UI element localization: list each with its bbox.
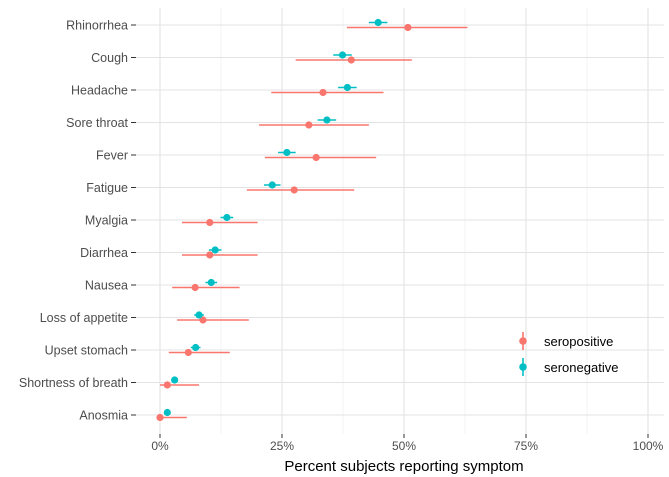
grid-lines <box>136 8 664 434</box>
seronegative-point <box>192 343 200 352</box>
seropositive-point <box>290 186 298 194</box>
seropositive-point <box>206 251 214 259</box>
legend: seropositive seronegative <box>519 332 618 376</box>
x-tick-label: 0% <box>151 439 169 453</box>
seropositive-point <box>206 218 214 227</box>
x-tick-label: 25% <box>270 439 294 453</box>
category-label: Anosmia <box>79 409 128 423</box>
x-tick-label: 100% <box>633 439 664 453</box>
legend-item-seropositive: seropositive <box>519 332 613 350</box>
seropositive-point <box>312 153 320 162</box>
category-label: Fatigue <box>86 181 128 195</box>
category-label: Nausea <box>85 279 128 293</box>
category-label: Rhinorrhea <box>66 19 128 33</box>
seropositive-point <box>404 23 412 32</box>
seronegative-point <box>171 376 179 384</box>
category-label: Myalgia <box>85 214 128 228</box>
seronegative-point <box>223 213 231 222</box>
x-tick-label: 75% <box>514 439 538 453</box>
series-seronegative <box>163 18 388 417</box>
seronegative-point <box>207 278 215 287</box>
seropositive-point <box>163 381 171 389</box>
x-tick-labels: 0% 25% 50% 75% 100% <box>151 434 664 453</box>
category-label: Cough <box>91 51 128 65</box>
legend-label-seronegative: seronegative <box>544 360 618 375</box>
x-tick-label: 50% <box>392 439 416 453</box>
legend-seropositive-dot <box>519 337 527 345</box>
seronegative-point <box>323 116 331 124</box>
seropositive-point <box>156 413 164 422</box>
seropositive-point <box>191 283 199 292</box>
category-label: Upset stomach <box>45 344 128 358</box>
seronegative-point <box>163 408 171 417</box>
seropositive-point <box>184 348 192 357</box>
seropositive-point <box>319 88 327 97</box>
category-label: Diarrhea <box>80 246 128 260</box>
series-seropositive <box>156 23 468 422</box>
legend-item-seronegative: seronegative <box>519 358 618 376</box>
seronegative-point <box>374 18 382 27</box>
seropositive-point <box>347 56 355 64</box>
legend-seronegative-dot <box>519 363 527 371</box>
seronegative-point <box>268 181 276 189</box>
category-label: Loss of appetite <box>40 311 128 325</box>
seronegative-point <box>283 148 291 157</box>
category-label: Headache <box>71 84 128 98</box>
seronegative-point <box>211 246 219 254</box>
seropositive-point <box>199 316 207 324</box>
seronegative-point <box>195 311 203 319</box>
category-label: Fever <box>96 149 128 163</box>
x-axis-title: Percent subjects reporting symptom <box>284 458 523 475</box>
category-labels: Rhinorrhea Cough Headache Sore throat Fever F… <box>19 19 136 423</box>
seropositive-point <box>305 121 313 129</box>
category-label: Shortness of breath <box>19 376 128 390</box>
category-label: Sore throat <box>66 116 128 130</box>
seronegative-point <box>338 51 347 59</box>
seronegative-point <box>343 83 351 92</box>
data-points <box>156 18 468 422</box>
legend-label-seropositive: seropositive <box>544 334 613 349</box>
